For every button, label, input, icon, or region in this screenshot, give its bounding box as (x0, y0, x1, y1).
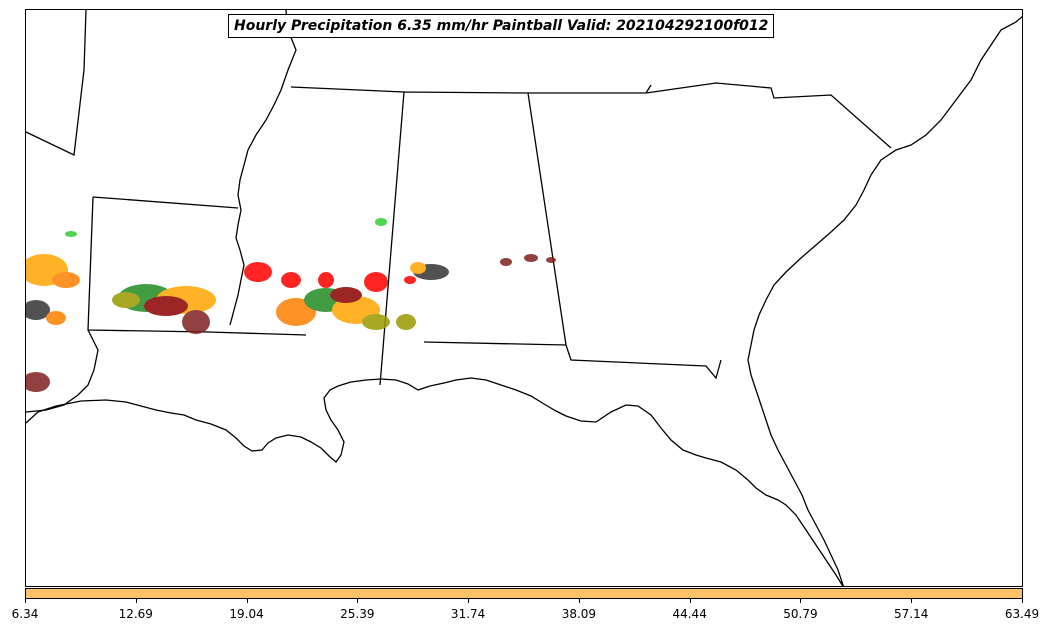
precip-blob (52, 272, 80, 288)
colorbar-tick-label: 38.09 (561, 607, 597, 621)
mississippi-river (229, 10, 297, 326)
map-panel (25, 9, 1023, 587)
precip-blob (144, 296, 188, 316)
precip-blob (396, 314, 416, 330)
precip-blob (46, 311, 66, 325)
precip-blob (500, 258, 512, 266)
precip-blob (281, 272, 301, 288)
precip-blob (375, 218, 387, 226)
paintball-precipitation (26, 218, 556, 392)
state-borders (26, 10, 892, 386)
precip-blob (362, 314, 390, 330)
precip-blob (404, 276, 416, 284)
precip-blob (182, 310, 210, 334)
precip-blob (546, 257, 556, 263)
map-canvas (26, 10, 1022, 586)
colorbar-tick-label: 19.04 (229, 607, 264, 621)
colorbar-tick (800, 599, 802, 603)
precip-blob (244, 262, 272, 282)
colorbar-tick (135, 599, 137, 603)
colorbar-tick-label: 44.44 (672, 607, 707, 621)
colorbar-tick-label: 25.39 (340, 607, 375, 621)
atlantic-coastline (747, 15, 1022, 586)
precip-blob (276, 298, 316, 326)
colorbar-tick (689, 599, 691, 603)
title-box: Hourly Precipitation 6.35 mm/hr Paintbal… (228, 14, 775, 38)
colorbar-tick (1022, 599, 1023, 603)
precip-blob (524, 254, 538, 262)
precip-blob (26, 300, 50, 320)
colorbar-tick-label: 6.34 (11, 607, 39, 621)
precip-blob (364, 272, 388, 292)
precip-blob (65, 231, 77, 237)
colorbar-tick (246, 599, 248, 603)
colorbar-tick-label: 31.74 (450, 607, 486, 621)
map-title: Hourly Precipitation 6.35 mm/hr Paintbal… (234, 18, 769, 34)
colorbar (25, 588, 1023, 599)
colorbar-tick (357, 599, 359, 603)
precip-blob (112, 292, 140, 308)
colorbar-tick-label: 63.49 (1004, 607, 1040, 621)
precip-blob (26, 372, 50, 392)
colorbar-tick (25, 599, 26, 603)
gulf-coastline (26, 377, 844, 586)
precip-blob (318, 272, 334, 288)
louisiana-coastline (26, 329, 99, 413)
colorbar-tick-label: 50.79 (783, 607, 818, 621)
colorbar-tick (578, 599, 580, 603)
colorbar-tick-label: 12.69 (118, 607, 153, 621)
colorbar-tick (468, 599, 470, 603)
colorbar-tick-label: 57.14 (894, 607, 929, 621)
colorbar-tick (911, 599, 913, 603)
precip-blob (330, 287, 362, 303)
precip-blob (410, 262, 426, 274)
